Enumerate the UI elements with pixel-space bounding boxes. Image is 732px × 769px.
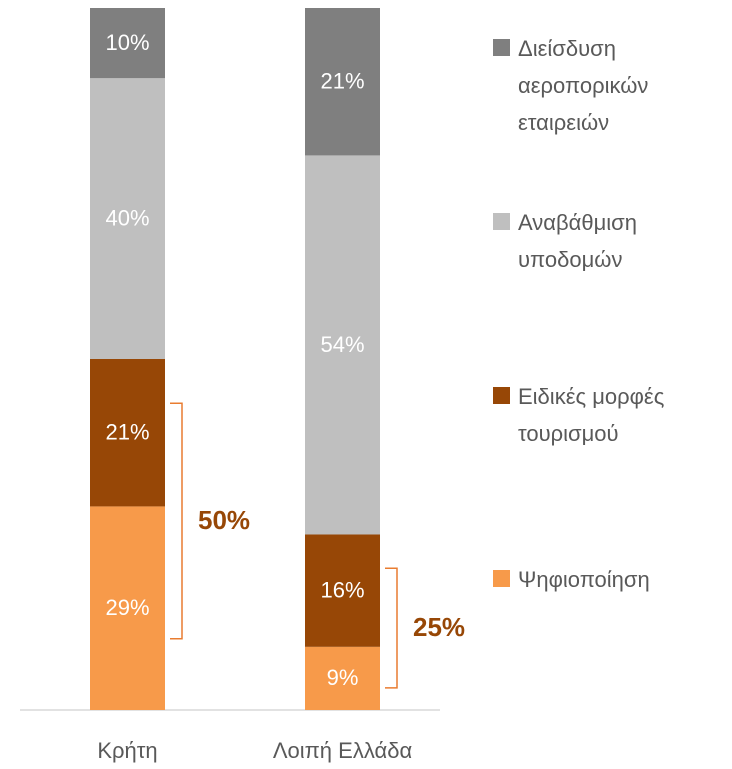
x-tick-label: Κρήτη	[97, 738, 157, 763]
legend-item: Ψηφιοποίηση	[493, 561, 723, 598]
bar-segment	[90, 359, 165, 507]
legend-label: Ψηφιοποίηση	[518, 567, 650, 592]
bar-segment	[305, 646, 380, 710]
bar-label: 16%	[320, 577, 364, 602]
bar-segment	[90, 78, 165, 359]
bar-segment	[305, 155, 380, 535]
legend-swatch	[493, 213, 510, 230]
legend-label: Ειδικές μορφές τουρισμού	[518, 384, 665, 446]
legend-label: Διείσδυση αεροπορικών εταιρειών	[518, 36, 649, 135]
legend-item: Διείσδυση αεροπορικών εταιρειών	[493, 30, 723, 141]
bar-segment	[305, 8, 380, 156]
annotation: 50%	[198, 505, 250, 535]
bar-label: 29%	[105, 595, 149, 620]
legend-swatch	[493, 39, 510, 56]
legend-item: Αναβάθμιση υποδομών	[493, 204, 723, 278]
bar-label: 21%	[105, 420, 149, 445]
bar-label: 9%	[327, 665, 359, 690]
bracket	[170, 402, 183, 640]
bar-label: 21%	[320, 69, 364, 94]
legend-swatch	[493, 570, 510, 587]
bar-label: 40%	[105, 205, 149, 230]
x-tick-label: Λοιπή Ελλάδα	[273, 738, 413, 763]
bracket	[385, 567, 398, 689]
bar-label: 54%	[320, 332, 364, 357]
annotation: 25%	[413, 612, 465, 642]
bar-label: 10%	[105, 30, 149, 55]
legend-swatch	[493, 387, 510, 404]
bar-segment	[90, 506, 165, 710]
bar-segment	[90, 8, 165, 79]
legend-item: Ειδικές μορφές τουρισμού	[493, 378, 723, 452]
legend-label: Αναβάθμιση υποδομών	[518, 210, 637, 272]
bar-segment	[305, 534, 380, 647]
